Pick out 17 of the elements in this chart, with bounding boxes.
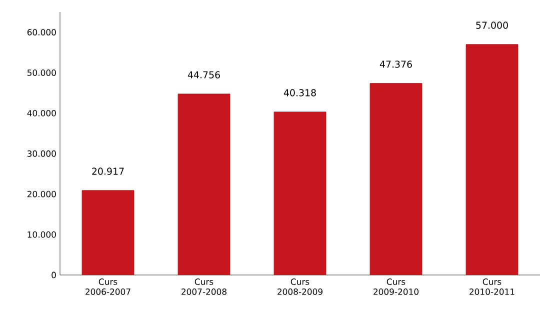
x-tick-label: Curs 2007-2008	[182, 278, 226, 295]
data-label: 57.000	[476, 22, 508, 29]
x-tick-label: Curs 2008-2009	[278, 278, 322, 295]
x-tick-label: Curs 2009-2010	[374, 278, 419, 295]
y-tick-label: 0	[52, 272, 56, 278]
y-tick-label: 50.000	[28, 69, 56, 76]
y-tick-label: 30.000	[27, 150, 56, 157]
x-tick-label: Curs 2006-2007	[86, 278, 130, 295]
y-tick-label: 60.000	[27, 29, 56, 36]
y-tick-label: 40.000	[27, 110, 56, 116]
y-tick-label: 20.000	[27, 190, 56, 198]
x-tick-label: Curs 2010-2011	[470, 278, 514, 295]
data-label: 20.917	[92, 168, 124, 175]
data-label: 40.318	[284, 89, 316, 96]
data-label: 47.376	[380, 60, 412, 68]
data-label: 44.756	[188, 71, 220, 78]
y-tick-label: 10.000	[28, 231, 56, 238]
